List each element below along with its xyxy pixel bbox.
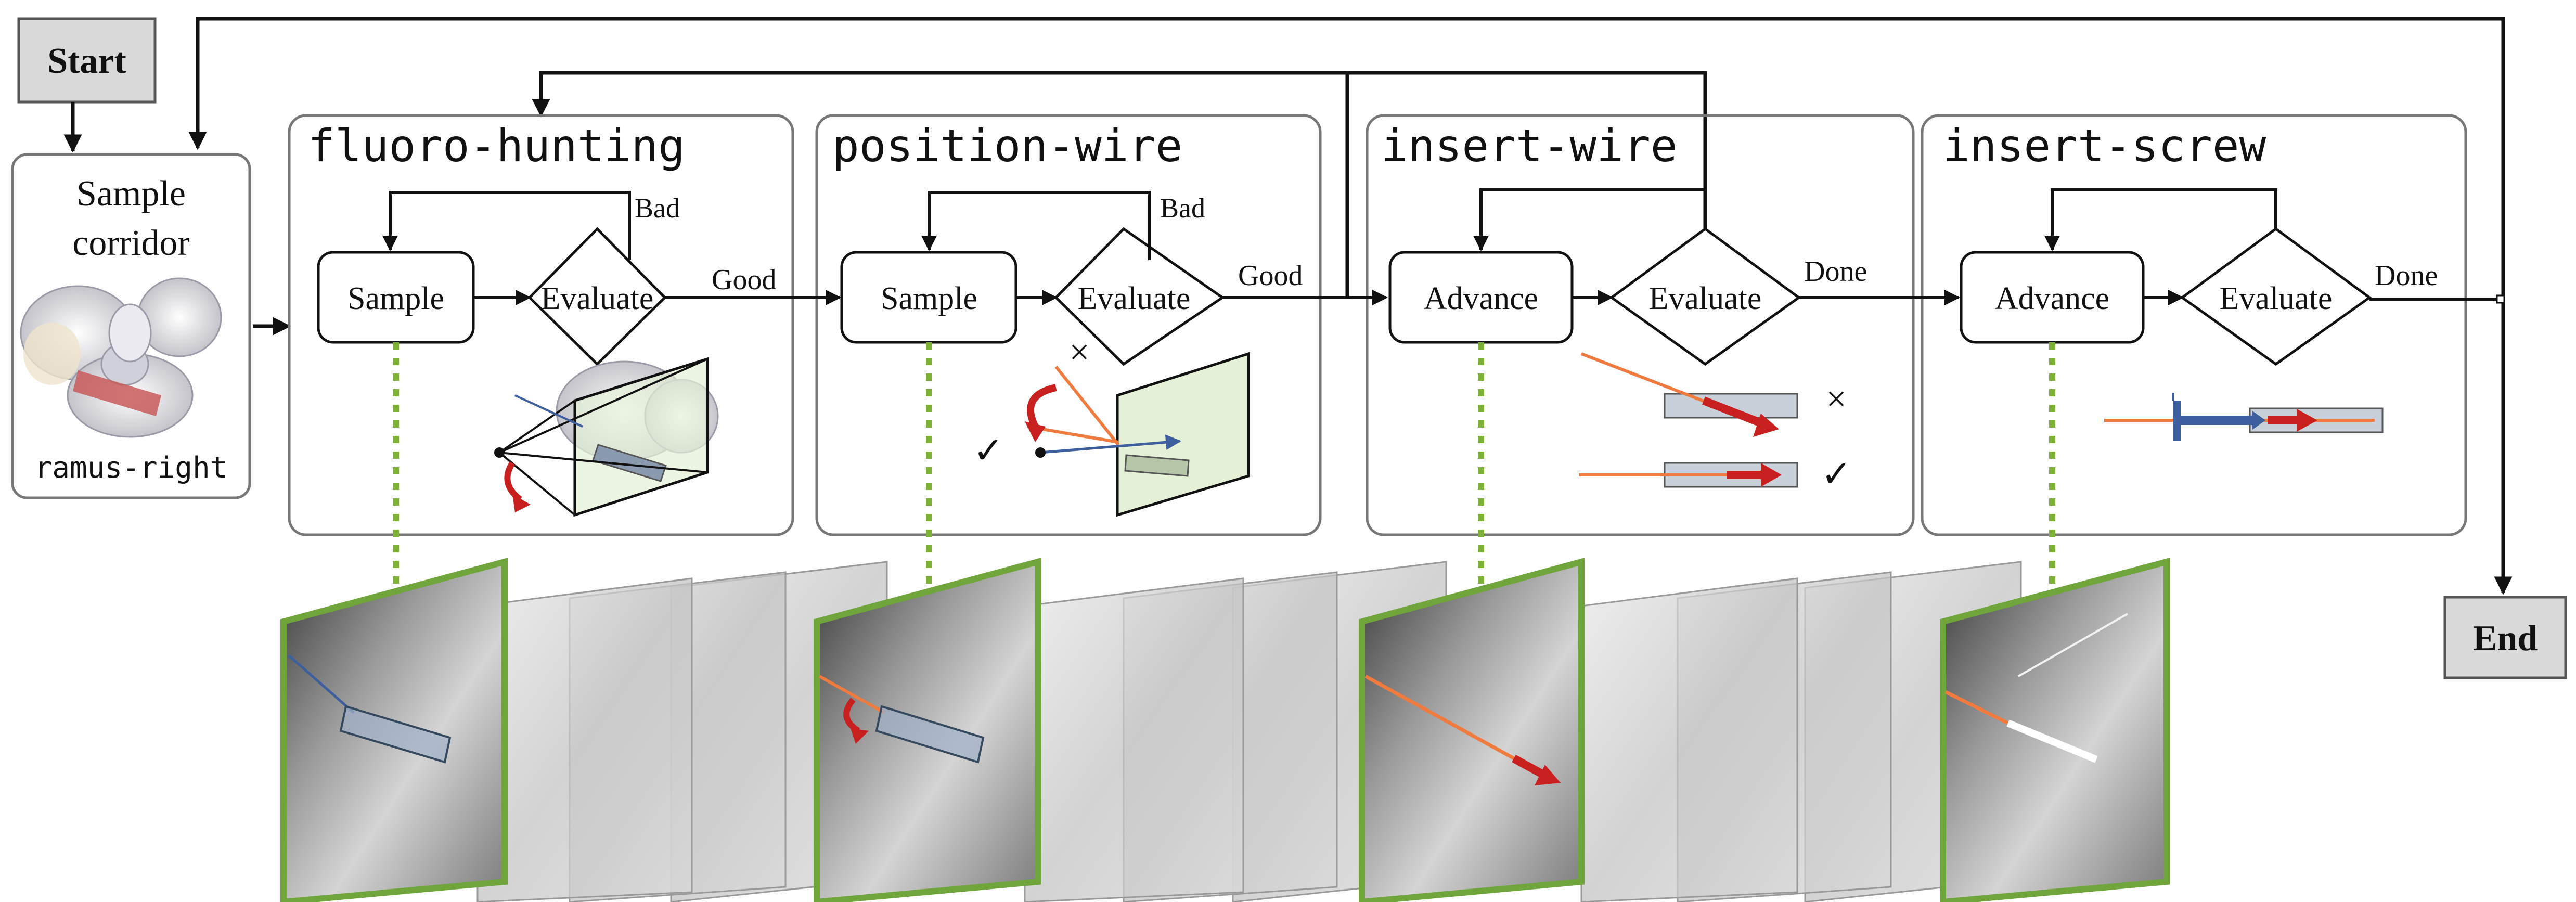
stage1-flow: Sample Evaluate Bad Good [317,191,841,517]
sample-corridor-line1: Sample [76,174,186,214]
cross-mark: × [1826,379,1846,419]
stage-position-wire: position-wire [815,114,1322,536]
cross-mark: × [1069,332,1089,372]
xray-frame-selected [1359,558,1585,902]
pelvis-model-icon [20,277,222,438]
sample-corridor-box: Sample corridor ramus-right [11,153,251,499]
xray-stack-3 [1359,558,2022,902]
corridor-name: ramus-right [35,451,228,485]
xray-frame-selected [814,558,1041,902]
done-label: Done [1804,255,1867,288]
start-label: Start [47,41,126,81]
end-node: End [2443,303,2567,679]
check-mark: ✓ [973,431,1004,471]
wire-advance-illustration: × ✓ [1579,352,1852,495]
bad-label: Bad [1160,192,1205,224]
sample-node-label: Sample [881,281,977,316]
rotate-arrow-icon [504,461,522,502]
xray-frame-selected [1940,558,2170,902]
good-label: Good [712,264,776,296]
evaluate-label: Evaluate [1078,281,1191,316]
screw-insert-illustration [2104,393,2384,441]
evaluate-label: Evaluate [1649,281,1762,316]
good-label: Good [1238,260,1303,292]
xray-stack-4 [1940,558,2170,902]
outer-loop-line [188,17,2505,301]
sample-corridor-line2: corridor [72,223,189,263]
stage2-flow: Sample Evaluate Bad Good × ✓ [840,191,1388,517]
fluoro-view-illustration [494,357,719,517]
corridor-cylinder-icon [73,370,161,416]
xray-stack-2 [814,558,1447,902]
bad-label: Bad [635,192,680,224]
inner-loop-line [532,71,1707,229]
stage-insert-screw: insert-screw [1921,114,2467,536]
stage-title: fluoro-hunting [308,120,685,172]
stage-title: insert-wire [1381,120,1678,172]
evaluate-label: Evaluate [2220,281,2333,316]
advance-node-label: Advance [1424,281,1538,316]
stage4-flow: Advance Evaluate Done [1960,188,2505,441]
stage-title: insert-screw [1943,120,2266,172]
wire-positioning-illustration: × ✓ [973,332,1250,517]
stage-fluoro-hunting: fluoro-hunting [288,114,794,536]
top-loop-lines [188,17,2505,301]
rotate-arrow-icon [843,698,860,734]
evaluate-label: Evaluate [541,281,654,316]
check-mark: ✓ [1821,455,1852,495]
done-label: Done [2375,260,2438,292]
rotate-arrow-icon [1027,384,1057,429]
sample-node-label: Sample [347,281,444,316]
xray-stack-1 [280,558,888,902]
end-label: End [2473,618,2538,659]
advance-node-label: Advance [1995,281,2109,316]
start-node: Start [17,17,157,153]
stage-title: position-wire [832,120,1182,172]
stage-insert-wire: insert-wire [1366,114,1915,536]
xray-frame-selected [280,558,508,902]
detector-plane-icon [1116,352,1250,517]
stage3-flow: Advance Evaluate Done × ✓ [1388,188,1960,495]
